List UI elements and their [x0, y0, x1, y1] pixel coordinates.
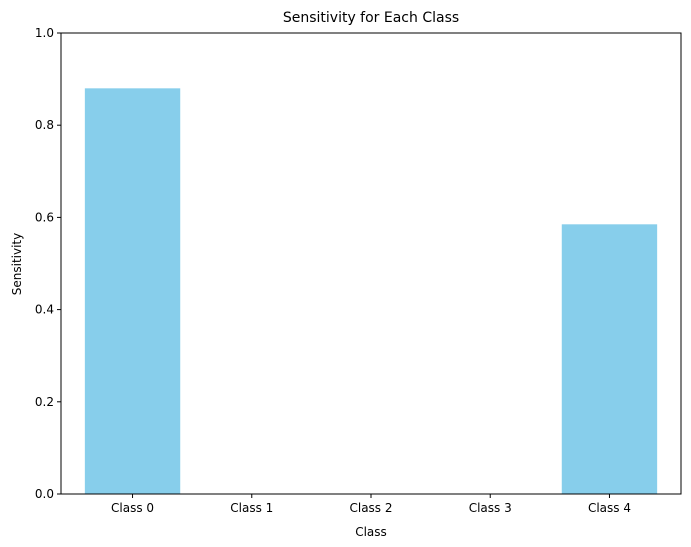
plot-area: Class 0 Class 1 Class 2 Class 3 Class 4 0.0 0.…	[35, 26, 682, 515]
y-tick-label: 0.8	[35, 118, 54, 132]
y-tick-label: 1.0	[35, 26, 54, 40]
y-axis-label: Sensitivity	[10, 233, 24, 295]
x-tick-label: Class 0	[111, 501, 154, 515]
x-axis-label: Class	[355, 525, 387, 539]
bar-class-0	[84, 88, 181, 494]
y-tick-label: 0.4	[35, 303, 54, 317]
chart-title: Sensitivity for Each Class	[283, 10, 459, 26]
bar-class-4	[561, 224, 658, 494]
x-tick-label: Class 3	[469, 501, 512, 515]
x-tick-label: Class 4	[588, 501, 631, 515]
y-tick-label: 0.2	[35, 395, 54, 409]
y-tick-label: 0.0	[35, 487, 54, 501]
x-tick-label: Class 2	[349, 501, 392, 515]
y-tick-label: 0.6	[35, 210, 54, 224]
x-tick-label: Class 1	[230, 501, 273, 515]
